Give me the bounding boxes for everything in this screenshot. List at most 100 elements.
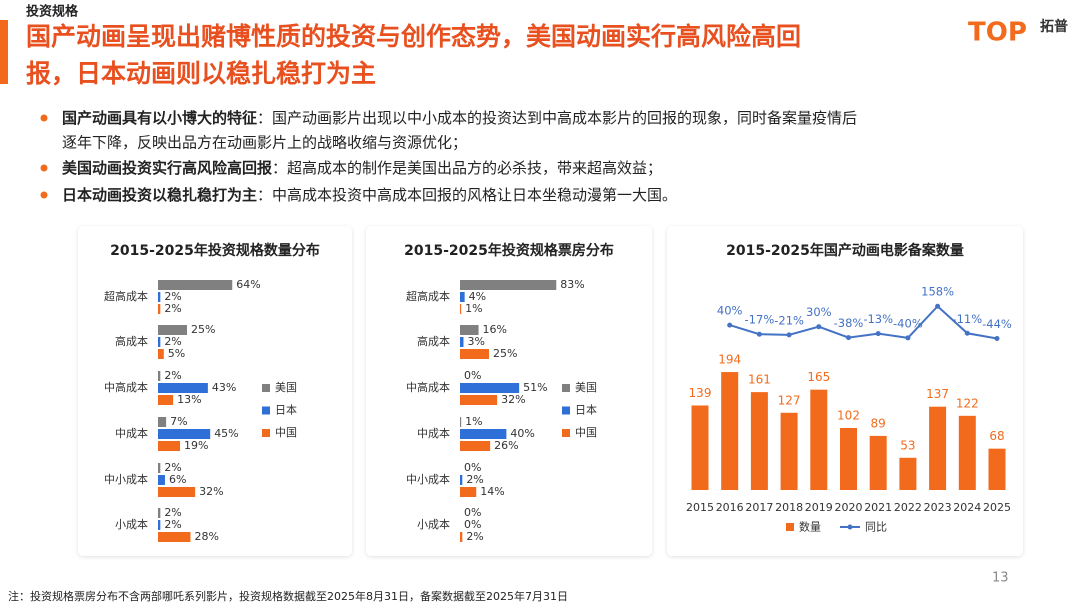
bar bbox=[460, 475, 462, 485]
accent-bar bbox=[0, 20, 8, 84]
category-label: 中高成本 bbox=[104, 380, 148, 394]
value-label: -21% bbox=[774, 313, 804, 327]
value-label: 25% bbox=[191, 323, 215, 336]
bar bbox=[460, 532, 462, 542]
x-tick-label: 2017 bbox=[745, 501, 773, 514]
legend-label: 美国 bbox=[575, 381, 597, 394]
bar bbox=[840, 428, 857, 490]
value-label: 1% bbox=[465, 415, 482, 428]
category-label: 高成本 bbox=[417, 334, 450, 348]
bar bbox=[158, 325, 187, 335]
bar bbox=[870, 436, 887, 490]
bar bbox=[460, 441, 490, 451]
category-label: 中小成本 bbox=[104, 472, 148, 486]
section-label: 投资规格 bbox=[26, 4, 79, 20]
value-label: -13% bbox=[863, 312, 893, 326]
category-label: 中高成本 bbox=[406, 380, 450, 394]
bullet-text: 国产动画具有以小博大的特征：国产动画影片出现以中小成本的投资达到中高成本影片的回… bbox=[62, 109, 857, 127]
value-label: 5% bbox=[168, 347, 185, 360]
bar bbox=[158, 508, 160, 518]
line-point bbox=[727, 323, 732, 328]
bar bbox=[158, 292, 160, 302]
bar bbox=[158, 349, 164, 359]
value-label: 32% bbox=[199, 485, 223, 498]
value-label: 158% bbox=[921, 285, 954, 299]
value-label: -44% bbox=[982, 317, 1012, 331]
value-label: 6% bbox=[169, 473, 186, 486]
value-label: 194 bbox=[718, 353, 741, 367]
value-label: 19% bbox=[184, 439, 208, 452]
category-label: 超高成本 bbox=[406, 289, 450, 303]
value-label: 2% bbox=[164, 518, 181, 531]
bar bbox=[158, 371, 160, 381]
value-label: 127 bbox=[778, 393, 801, 407]
value-label: 43% bbox=[212, 381, 236, 394]
line-point bbox=[816, 324, 821, 329]
bar bbox=[899, 458, 916, 490]
bar bbox=[959, 416, 976, 490]
x-tick-label: 2022 bbox=[894, 501, 922, 514]
bullet-body: ：超高成本的制作是美国出品方的必杀技，带来超高效益； bbox=[272, 159, 662, 177]
value-label: -17% bbox=[745, 313, 775, 327]
legend-swatch bbox=[262, 407, 270, 415]
value-label: 51% bbox=[523, 381, 547, 394]
category-label: 高成本 bbox=[115, 334, 148, 348]
value-label: 139 bbox=[689, 386, 712, 400]
bar bbox=[460, 304, 461, 314]
value-label: 16% bbox=[483, 323, 507, 336]
logo-cn: 拓普 bbox=[1040, 18, 1068, 35]
bullet-dot bbox=[41, 192, 48, 199]
legend-swatch bbox=[848, 525, 853, 530]
bar bbox=[460, 487, 476, 497]
bar bbox=[460, 383, 519, 393]
value-label: -40% bbox=[893, 316, 923, 330]
value-label: 2% bbox=[164, 302, 181, 315]
x-tick-label: 2025 bbox=[983, 501, 1011, 514]
bar bbox=[158, 337, 160, 347]
bar bbox=[460, 429, 506, 439]
value-label: 64% bbox=[236, 278, 260, 291]
bar bbox=[460, 417, 461, 427]
value-label: 0% bbox=[464, 369, 481, 382]
bar bbox=[158, 441, 180, 451]
category-label: 中成本 bbox=[115, 426, 148, 440]
legend-label: 中国 bbox=[275, 426, 297, 439]
x-tick-label: 2024 bbox=[953, 501, 981, 514]
value-label: 1% bbox=[465, 302, 482, 315]
legend-swatch bbox=[562, 407, 570, 415]
bar bbox=[158, 395, 173, 405]
bar bbox=[460, 280, 556, 290]
bullet-bold: 日本动画投资以稳扎稳打为主 bbox=[62, 186, 257, 204]
x-tick-label: 2023 bbox=[924, 501, 952, 514]
value-label: 137 bbox=[926, 387, 949, 401]
value-label: 53 bbox=[900, 438, 915, 452]
bullet-dot bbox=[41, 165, 48, 172]
legend-label: 日本 bbox=[575, 403, 597, 417]
bullet-text: 美国动画投资实行高风险高回报：超高成本的制作是美国出品方的必杀技，带来超高效益； bbox=[62, 159, 662, 177]
line-point bbox=[965, 331, 970, 336]
footnote: 注：投资规格票房分布不含两部哪吒系列影片，投资规格数据截至2025年8月31日，… bbox=[8, 589, 568, 603]
bar bbox=[158, 383, 208, 393]
chart-title: 2015-2025年投资规格数量分布 bbox=[110, 242, 320, 259]
value-label: 161 bbox=[748, 373, 771, 387]
legend-swatch bbox=[262, 384, 270, 392]
line-point bbox=[995, 336, 1000, 341]
bar bbox=[989, 449, 1006, 490]
value-label: 165 bbox=[807, 370, 830, 384]
bar bbox=[929, 407, 946, 490]
value-label: 7% bbox=[170, 415, 187, 428]
bar bbox=[810, 390, 827, 490]
legend-swatch bbox=[562, 384, 570, 392]
value-label: 26% bbox=[494, 439, 518, 452]
legend-label: 美国 bbox=[275, 381, 297, 394]
x-tick-label: 2016 bbox=[716, 501, 744, 514]
x-tick-label: 2020 bbox=[835, 501, 863, 514]
bullet-bold: 国产动画具有以小博大的特征 bbox=[62, 109, 257, 127]
bar bbox=[158, 475, 165, 485]
legend-label: 日本 bbox=[275, 403, 297, 417]
value-label: 30% bbox=[806, 305, 832, 319]
logo: TOP bbox=[968, 18, 1027, 48]
value-label: 28% bbox=[194, 530, 218, 543]
chart-title: 2015-2025年国产动画电影备案数量 bbox=[726, 242, 964, 259]
